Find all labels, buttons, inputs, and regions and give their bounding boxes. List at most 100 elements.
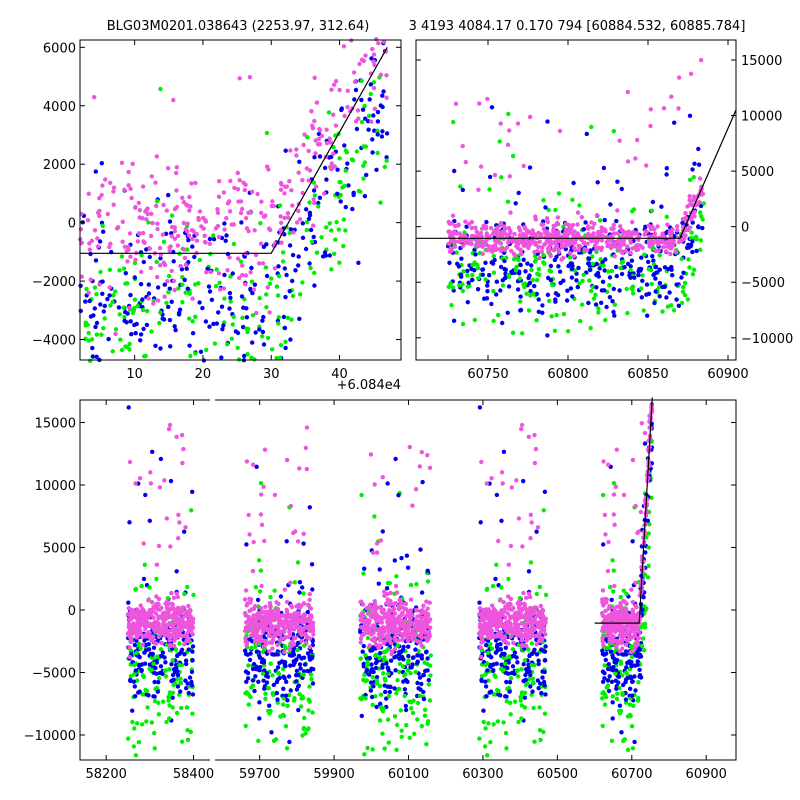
tr-point [647,244,652,249]
b-point [265,613,270,618]
b-point [189,683,195,688]
b-point [359,492,364,498]
tr-point [469,225,474,231]
b-point [605,678,611,683]
tl-point [307,261,312,266]
tl-point [304,227,309,233]
b-point [251,622,256,628]
tl-point [128,254,133,259]
b-point [370,675,375,680]
b-point [382,655,387,660]
b-point [377,629,382,634]
b-point [422,614,428,619]
b-point [625,660,630,666]
b-point [422,713,428,718]
b-point [521,478,526,484]
b-point [133,481,138,486]
b-point [287,739,292,745]
tr-point [565,329,571,334]
b-point [177,641,182,646]
tl-point [352,97,357,102]
tr-point [639,255,644,260]
tr-point [604,304,609,310]
tr-point [617,242,622,248]
tl-point [79,274,85,279]
tl-point [229,336,234,341]
b-point [301,531,306,536]
b-point [284,679,289,684]
b-point [174,662,179,668]
b-point [180,460,185,466]
tl-point [238,210,244,216]
tr-point [491,270,497,275]
tr-point [529,263,534,268]
b-point [396,628,401,633]
tl-point [282,215,287,221]
tr-point [593,292,598,297]
b-point [493,576,498,582]
b-point [177,662,182,668]
b-point [541,508,546,513]
b-point [410,637,415,642]
tr-point [484,231,489,236]
tl-point [108,241,113,246]
b-point [163,601,168,606]
tr-point [556,264,561,269]
tl-point [144,247,149,252]
b-point [132,642,138,648]
tr-point [533,214,538,219]
tl-point [324,140,330,146]
tl-point [130,310,136,316]
b-point [154,562,160,567]
b-point [246,663,251,668]
tl-point [289,317,294,322]
tl-point [90,345,95,351]
b-point [176,608,182,613]
b-point [394,747,399,752]
tl-point [90,354,96,359]
tl-point [160,232,166,237]
b-point [628,676,634,681]
b-point [179,739,185,744]
b-point [260,629,266,634]
tl-point [242,187,247,193]
tl-point [353,119,359,124]
b-point [400,648,405,653]
tr-point [608,202,613,207]
tl-point [316,204,321,209]
tr-point [492,172,498,178]
b-point [646,545,651,550]
tl-point [303,246,309,252]
b-point [410,710,416,716]
b-point [609,597,614,603]
b-point [288,603,294,608]
tl-point [214,321,219,326]
tr-point [579,215,584,220]
tl-point [278,214,283,219]
b-point [424,638,430,643]
tr-model-line [416,109,737,239]
tl-point [138,332,144,337]
tl-point [296,263,301,268]
tl-point [297,159,302,164]
b-point [382,630,387,635]
b-point [184,621,189,626]
b-point [536,658,541,663]
b-point [300,733,305,738]
tl-point [274,355,279,361]
b-point [174,569,179,574]
b-point [128,674,133,679]
b-point [257,700,262,705]
b-point [296,653,302,659]
tl-point [311,197,316,202]
b-point [296,707,301,713]
tr-point [494,279,499,284]
tl-point [249,355,254,360]
b-point [147,633,152,638]
b-point [600,691,605,696]
b-point [532,739,537,744]
tr-point [672,120,677,125]
b-point [274,600,279,605]
tr-point [682,280,688,286]
tl-point [265,285,270,290]
